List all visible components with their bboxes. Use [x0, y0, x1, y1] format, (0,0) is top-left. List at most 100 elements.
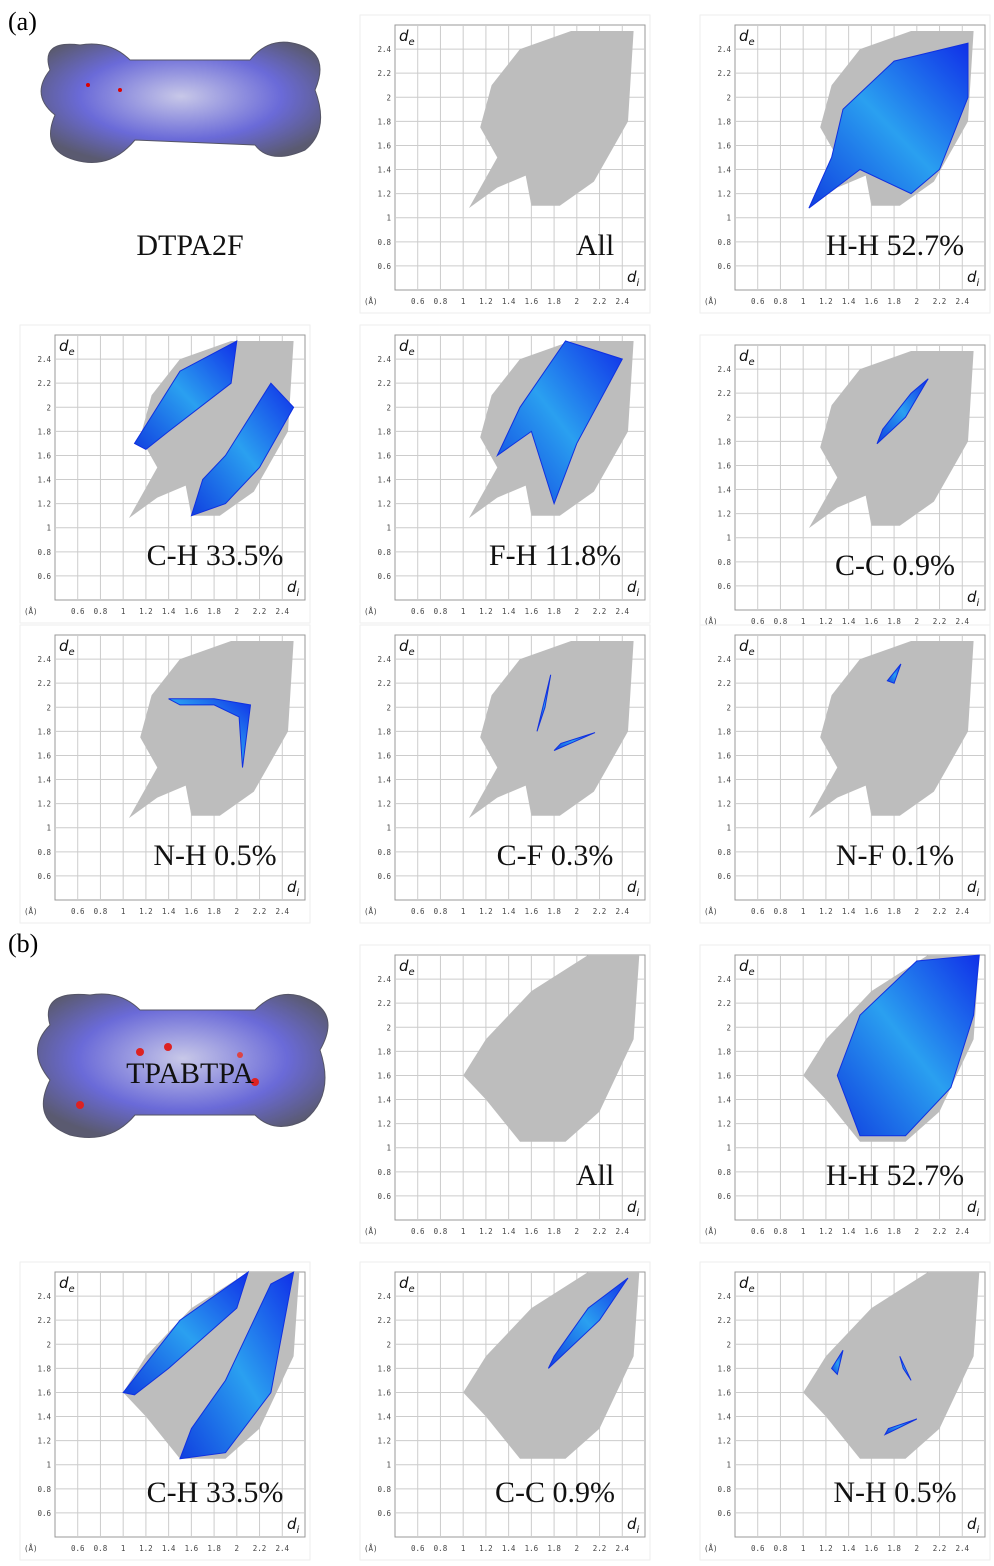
x-tick-label: 2	[575, 297, 580, 306]
y-tick-label: 2.4	[37, 355, 51, 364]
y-tick-label: 0.8	[717, 1168, 731, 1177]
x-tick-label: 2.2	[253, 907, 267, 916]
x-tick-label: 2	[575, 1544, 580, 1553]
y-tick-label: 1.8	[37, 427, 51, 436]
x-tick-label: 1.8	[887, 1544, 901, 1553]
y-tick-label: 2.2	[37, 1316, 51, 1325]
x-tick-label: 2	[915, 1544, 920, 1553]
fingerprint-plot: 0.60.811.21.41.61.822.22.40.60.811.21.41…	[360, 325, 650, 623]
x-tick-label: 0.6	[411, 1227, 425, 1236]
x-tick-label: 1.2	[479, 1544, 493, 1553]
y-tick-label: 1.8	[717, 117, 731, 126]
y-tick-label: 1.4	[377, 1096, 391, 1105]
x-tick-label: 0.8	[774, 1227, 788, 1236]
fingerprint-plot: 0.60.811.21.41.61.822.22.40.60.811.21.41…	[360, 625, 650, 923]
y-tick-label: 2	[46, 1340, 51, 1349]
x-tick-label: 1	[121, 1544, 126, 1553]
y-tick-label: 1	[726, 1461, 731, 1470]
y-tick-label: 1	[46, 824, 51, 833]
y-tick-label: 0.6	[377, 1192, 391, 1201]
x-tick-label: 1.2	[139, 907, 153, 916]
y-tick-label: 2.4	[717, 655, 731, 664]
x-tick-label: 2.2	[593, 1544, 607, 1553]
y-tick-label: 1.6	[717, 751, 731, 760]
y-tick-label: 2.4	[717, 1292, 731, 1301]
y-tick-label: 1	[726, 1144, 731, 1153]
y-tick-label: 2.4	[377, 355, 391, 364]
x-tick-label: 2.4	[275, 607, 289, 616]
x-tick-label: 2.4	[275, 1544, 289, 1553]
x-tick-label: 2.4	[275, 907, 289, 916]
y-tick-label: 1.8	[377, 117, 391, 126]
x-tick-label: 2.2	[933, 297, 947, 306]
y-tick-label: 1.2	[377, 190, 391, 199]
y-tick-label: 0.8	[717, 558, 731, 567]
x-tick-label: 1	[461, 297, 466, 306]
x-tick-label: 1.4	[162, 607, 176, 616]
axis-unit: (Å)	[364, 907, 378, 916]
x-tick-label: 1.4	[162, 907, 176, 916]
y-tick-label: 2.2	[377, 999, 391, 1008]
y-tick-label: 2.2	[717, 679, 731, 688]
y-tick-label: 1.6	[717, 1388, 731, 1397]
y-tick-label: 1.4	[717, 776, 731, 785]
y-tick-label: 1.4	[377, 476, 391, 485]
y-tick-label: 1.8	[717, 1364, 731, 1373]
y-tick-label: 2	[726, 1340, 731, 1349]
x-tick-label: 0.8	[434, 1227, 448, 1236]
axis-unit: (Å)	[364, 1544, 378, 1553]
y-tick-label: 1	[46, 1461, 51, 1470]
y-tick-label: 0.8	[37, 848, 51, 857]
x-tick-label: 1.6	[185, 907, 199, 916]
y-tick-label: 1.4	[377, 166, 391, 175]
molecule-name: TPABTPA	[126, 1057, 254, 1090]
section-label: (a)	[8, 7, 37, 36]
x-tick-label: 1.2	[139, 607, 153, 616]
y-tick-label: 1.4	[37, 476, 51, 485]
x-tick-label: 1.4	[502, 1227, 516, 1236]
fingerprint-plot: 0.60.811.21.41.61.822.22.40.60.811.21.41…	[700, 625, 990, 923]
y-tick-label: 1.6	[717, 1071, 731, 1080]
plot-label: C-H 33.5%	[147, 539, 284, 572]
plot-label: C-F 0.3%	[497, 839, 614, 872]
y-tick-label: 1.8	[717, 437, 731, 446]
y-tick-label: 0.8	[377, 1485, 391, 1494]
y-tick-label: 1.8	[377, 427, 391, 436]
x-tick-label: 1.6	[525, 1227, 539, 1236]
y-tick-label: 1	[726, 214, 731, 223]
x-tick-label: 2.4	[615, 297, 629, 306]
y-tick-label: 0.6	[377, 572, 391, 581]
y-tick-label: 1.2	[377, 800, 391, 809]
x-tick-label: 2.2	[593, 1227, 607, 1236]
y-tick-label: 2	[386, 703, 391, 712]
x-tick-label: 2.4	[615, 1544, 629, 1553]
y-tick-label: 0.6	[717, 582, 731, 591]
axis-unit: (Å)	[24, 907, 38, 916]
y-tick-label: 1.2	[377, 1437, 391, 1446]
x-tick-label: 1	[461, 1544, 466, 1553]
y-tick-label: 1.2	[377, 1120, 391, 1129]
fingerprint-plot: 0.60.811.21.41.61.822.22.40.60.811.21.41…	[20, 1262, 310, 1560]
y-tick-label: 0.6	[377, 872, 391, 881]
molecule-name: DTPA2F	[136, 229, 243, 262]
x-tick-label: 2.2	[593, 607, 607, 616]
y-tick-label: 1.4	[37, 1413, 51, 1422]
axis-unit: (Å)	[704, 1544, 718, 1553]
plot-label: N-F 0.1%	[836, 839, 954, 872]
x-tick-label: 1.2	[479, 297, 493, 306]
y-tick-label: 2.2	[717, 69, 731, 78]
plot-label: N-H 0.5%	[833, 1476, 956, 1509]
y-tick-label: 2	[386, 1340, 391, 1349]
x-tick-label: 2.4	[615, 1227, 629, 1236]
section-label: (b)	[8, 929, 38, 958]
x-tick-label: 1.4	[842, 297, 856, 306]
x-tick-label: 1.6	[525, 297, 539, 306]
y-tick-label: 1.2	[717, 510, 731, 519]
x-tick-label: 2.4	[955, 297, 969, 306]
x-tick-label: 2.4	[955, 1544, 969, 1553]
plot-label: All	[576, 1159, 614, 1192]
x-tick-label: 1.2	[139, 1544, 153, 1553]
y-tick-label: 1	[386, 1461, 391, 1470]
y-tick-label: 2	[726, 413, 731, 422]
y-tick-label: 2.2	[717, 999, 731, 1008]
